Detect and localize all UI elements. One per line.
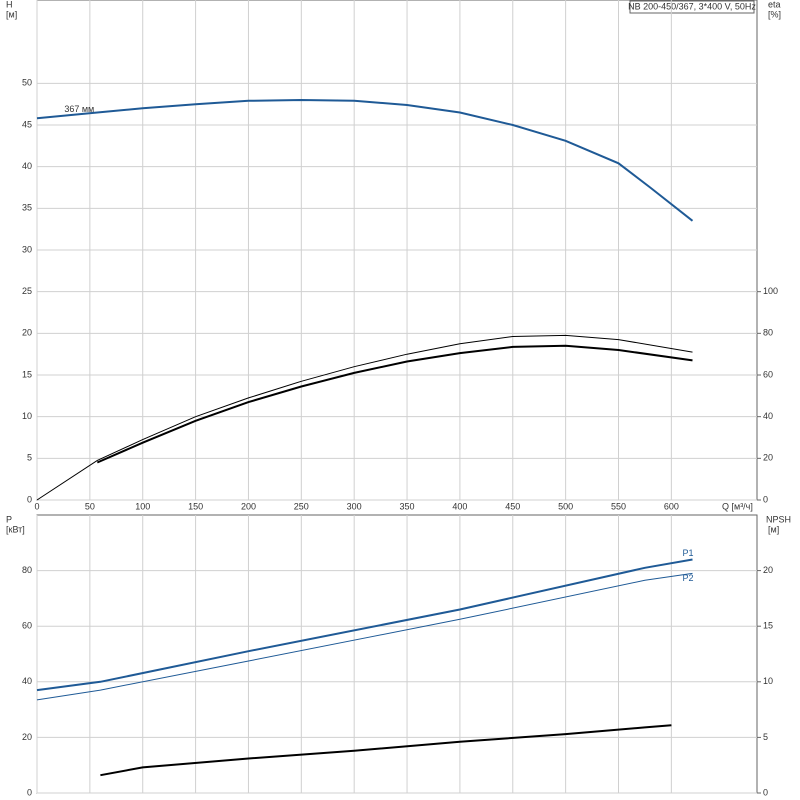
curve: [36, 572, 693, 701]
y-tick-label: 60: [22, 621, 32, 631]
series-label: P1: [683, 548, 694, 558]
x-tick-label: 350: [400, 501, 415, 511]
y2-tick-label: 60: [763, 369, 773, 379]
y-tick-label: 0: [27, 494, 32, 504]
series-label: P2: [683, 573, 694, 583]
y-tick-label: 50: [22, 78, 32, 88]
x-tick-label: 300: [347, 501, 362, 511]
x-tick-label: 400: [452, 501, 467, 511]
x-tick-label: 100: [135, 501, 150, 511]
y-tick-label: 10: [22, 411, 32, 421]
y-unit: [кВт]: [6, 524, 25, 534]
y-tick-label: 45: [22, 119, 32, 129]
y2-tick-label: 10: [763, 676, 773, 686]
curve: [36, 334, 693, 501]
plot-frame: [36, 514, 758, 794]
y2-unit: [м]: [768, 524, 779, 534]
y-tick-label: 35: [22, 203, 32, 213]
y2-tick-label: 80: [763, 328, 773, 338]
title-box: [629, 0, 755, 14]
y-tick-label: 25: [22, 286, 32, 296]
y2-tick-label: 0: [763, 494, 768, 504]
y-tick-label: 5: [27, 453, 32, 463]
x-tick-label: 500: [558, 501, 573, 511]
curve: [36, 558, 693, 692]
y2-label: NPSH: [766, 514, 791, 524]
x-tick-label: 450: [505, 501, 520, 511]
x-tick-label: 550: [611, 501, 626, 511]
y2-tick-label: 100: [763, 286, 778, 296]
x-tick-label: 600: [664, 501, 679, 511]
x-label: Q [м³/ч]: [722, 501, 753, 511]
x-tick-label: 0: [34, 501, 39, 511]
y-label: H: [6, 0, 13, 9]
y-tick-label: 20: [22, 328, 32, 338]
y-tick-label: 80: [22, 565, 32, 575]
x-tick-label: 250: [294, 501, 309, 511]
y2-label: eta: [768, 0, 781, 9]
y2-tick-label: 20: [763, 565, 773, 575]
y-tick-label: 30: [22, 244, 32, 254]
y2-tick-label: 20: [763, 453, 773, 463]
x-tick-label: 50: [85, 501, 95, 511]
y-label: P: [6, 514, 12, 524]
x-tick-label: 150: [188, 501, 203, 511]
series-label: 367 мм: [64, 104, 94, 114]
chart-title: NB 200-450/367, 3*400 V, 50Hz: [628, 1, 756, 11]
y-unit: [м]: [6, 9, 17, 19]
y-tick-label: 0: [27, 787, 32, 797]
curve: [100, 724, 672, 777]
y-tick-label: 40: [22, 161, 32, 171]
y2-tick-label: 40: [763, 411, 773, 421]
y2-unit: [%]: [768, 9, 781, 19]
y-tick-label: 20: [22, 732, 32, 742]
curve: [36, 98, 694, 222]
x-tick-label: 200: [241, 501, 256, 511]
y-tick-label: 15: [22, 369, 32, 379]
y2-tick-label: 15: [763, 621, 773, 631]
y2-tick-label: 5: [763, 732, 768, 742]
curve: [96, 344, 693, 464]
y-tick-label: 40: [22, 676, 32, 686]
y2-tick-label: 0: [763, 787, 768, 797]
